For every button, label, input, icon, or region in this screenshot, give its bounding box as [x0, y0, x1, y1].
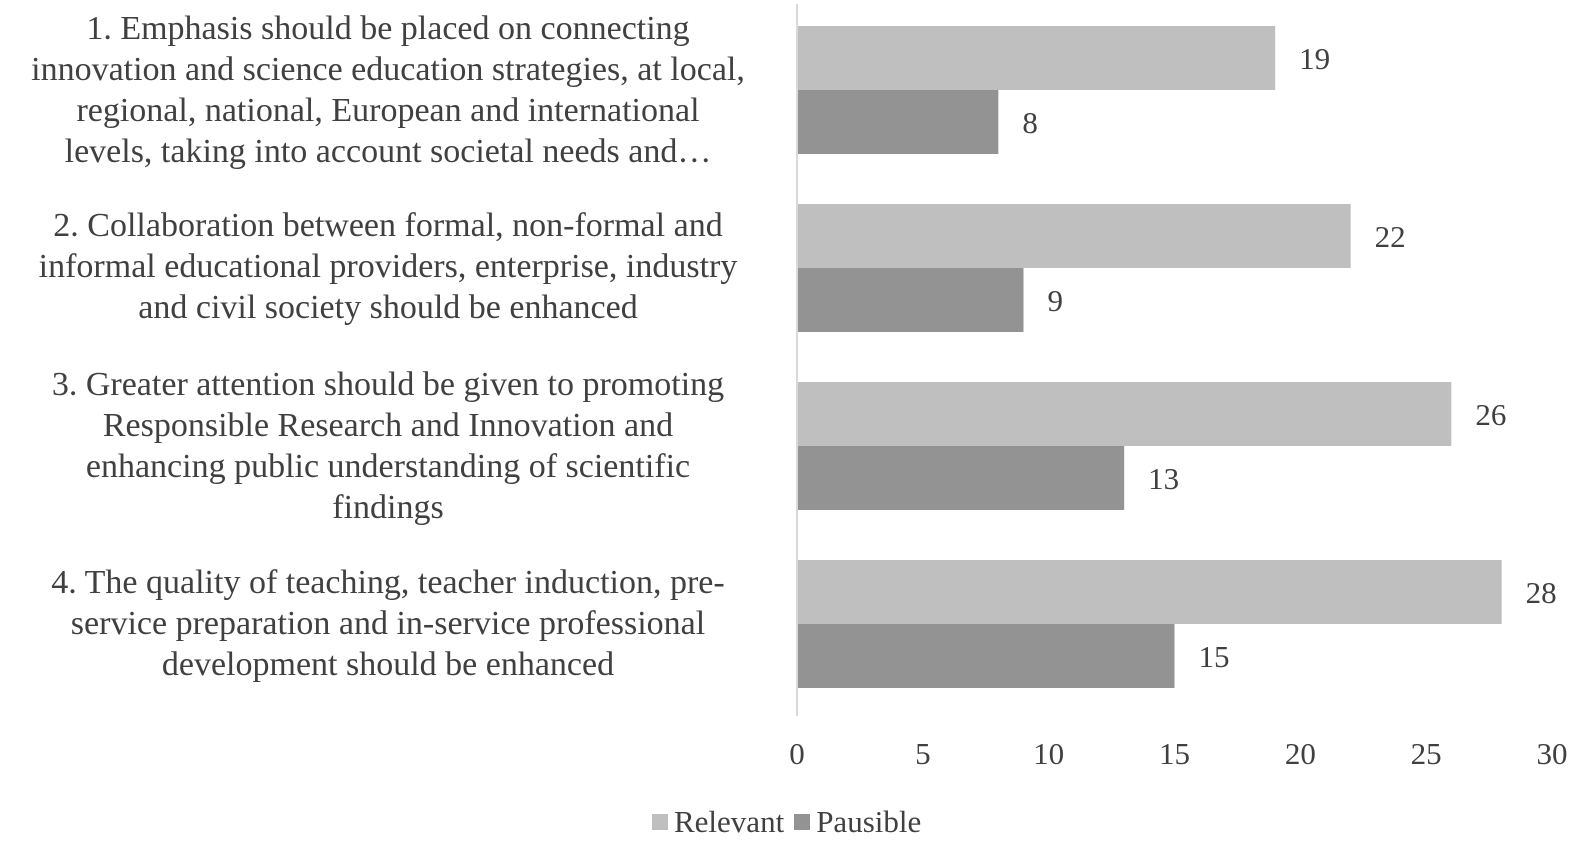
bar-pausible-3: [798, 446, 1125, 510]
x-tick-label: 5: [915, 736, 931, 771]
category-label-line: development should be enhanced: [161, 646, 615, 683]
x-tick-labels: 0 5 10 15 20 25 30: [789, 736, 1567, 771]
category-label-line: enhancing public understanding of scient…: [85, 448, 691, 485]
bar-relevant-4: [798, 560, 1502, 624]
data-label-pausible-3: 13: [1148, 461, 1179, 496]
bars-group: 19 8 22 9 26 13 28 15: [798, 26, 1557, 688]
bar-relevant-3: [798, 382, 1452, 446]
category-label-line: innovation and science education strateg…: [31, 51, 745, 88]
data-label-relevant-1: 19: [1299, 41, 1330, 76]
data-label-pausible-1: 8: [1022, 105, 1037, 140]
category-label-line: findings: [332, 489, 444, 526]
category-label-line: 3. Greater attention should be given to …: [51, 366, 725, 403]
category-label-2: 2. Collaboration between formal, non-for…: [8, 205, 768, 328]
x-tick-label: 30: [1537, 736, 1568, 771]
bar-pausible-4: [798, 624, 1175, 688]
bar-pausible-2: [798, 268, 1024, 332]
legend-label-relevant: Relevant: [674, 804, 785, 839]
data-label-relevant-2: 22: [1375, 219, 1406, 254]
bar-pausible-1: [798, 90, 999, 154]
bar-relevant-1: [798, 26, 1276, 90]
category-label-line: 4. The quality of teaching, teacher indu…: [51, 564, 725, 601]
category-label-line: levels, taking into account societal nee…: [64, 133, 712, 170]
bar-relevant-2: [798, 204, 1351, 268]
x-tick-label: 20: [1285, 736, 1316, 771]
category-label-line: 1. Emphasis should be placed on connecti…: [86, 10, 690, 47]
category-label-line: informal educational providers, enterpri…: [38, 248, 738, 285]
legend-swatch-pausible: [794, 814, 811, 830]
category-label-line: Responsible Research and Innovation and: [102, 407, 674, 444]
category-label-line: 2. Collaboration between formal, non-for…: [53, 207, 723, 244]
x-tick-label: 15: [1159, 736, 1190, 771]
category-label-4: 4. The quality of teaching, teacher indu…: [8, 562, 768, 685]
legend-label-pausible: Pausible: [816, 804, 922, 839]
data-label-relevant-4: 28: [1526, 575, 1557, 610]
data-label-relevant-3: 26: [1475, 397, 1506, 432]
category-label-line: regional, national, European and interna…: [76, 92, 700, 129]
category-label-1: 1. Emphasis should be placed on connecti…: [8, 8, 768, 172]
category-label-line: service preparation and in-service profe…: [70, 605, 706, 642]
x-tick-label: 10: [1033, 736, 1064, 771]
category-label-3: 3. Greater attention should be given to …: [8, 364, 768, 528]
x-tick-label: 25: [1411, 736, 1442, 771]
legend-swatch-relevant: [652, 814, 668, 830]
data-label-pausible-4: 15: [1199, 639, 1230, 674]
legend: Relevant Pausible: [652, 802, 931, 842]
x-tick-label: 0: [789, 736, 805, 771]
category-label-line: and civil society should be enhanced: [138, 289, 638, 326]
legend-item-pausible: Pausible: [794, 804, 921, 840]
legend-item-relevant: Relevant: [652, 804, 784, 840]
data-label-pausible-2: 9: [1048, 283, 1064, 318]
